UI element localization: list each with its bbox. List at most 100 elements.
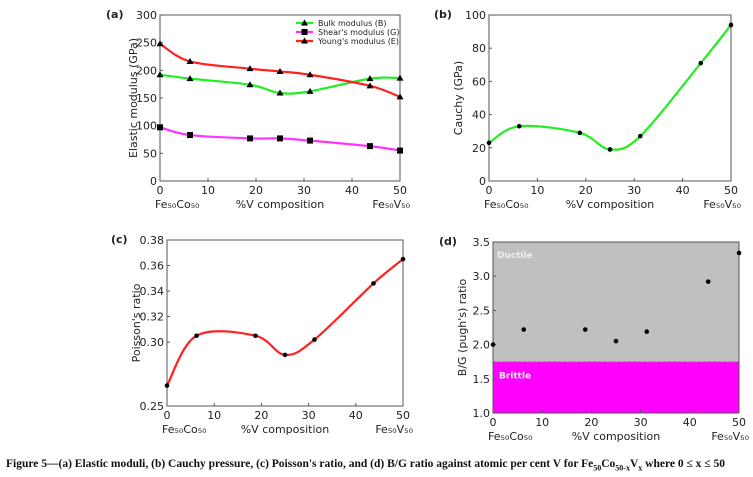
x-axis-label: %V composition [572,430,661,443]
data-point [246,65,254,72]
data-point [276,89,284,96]
y-axis-label: B/G (pugh's) ratio [456,279,469,377]
data-point [396,93,404,100]
y-tick-label: 0 [150,175,157,188]
data-point [157,124,163,131]
x-tick-label: 40 [345,184,359,197]
data-point [698,60,704,66]
y-tick-label: 2.0 [473,339,491,352]
y-tick-label: 200 [136,64,157,77]
x-tick-label: 20 [249,184,263,197]
x-end-label-right: Fe₅₀V₅₀ [375,423,413,436]
data-point [371,281,376,286]
x-tick-label: 40 [676,184,690,197]
x-tick-label: 0 [486,184,493,197]
x-end-label-left: Fe₅₀Co₅₀ [162,423,207,436]
x-end-label-left: Fe₅₀Co₅₀ [488,430,533,443]
panel-label: (d) [439,235,457,248]
legend-marker [301,19,308,26]
x-tick-label: 20 [584,416,598,429]
x-tick-label: 50 [724,184,738,197]
data-point [247,135,253,142]
data-point [186,57,194,64]
x-tick-label: 30 [627,184,641,197]
x-tick-label: 20 [254,409,268,422]
y-tick-label: 0.36 [140,260,165,273]
y-tick-label: 80 [472,42,486,55]
y-tick-label: 300 [136,9,157,22]
x-end-label-right: Fe₅₀V₅₀ [711,430,749,443]
data-point [637,133,643,139]
data-point [306,71,314,78]
series-line-c [166,258,404,387]
data-point [582,327,588,332]
data-point [400,256,406,262]
y-axis-label: Cauchy (GPa) [452,61,465,135]
data-point [307,137,313,144]
data-point [276,67,284,74]
y-tick-label: 100 [465,9,486,22]
series-line-b [488,24,732,151]
figure-caption: Figure 5—(a) Elastic moduli, (b) Cauchy … [6,458,725,472]
plot-frame [166,239,404,407]
y-tick-label: 50 [143,147,157,160]
data-point [312,337,317,342]
caption-text: V [629,458,639,470]
x-tick-label: 0 [157,184,164,197]
x-end-label-right: Fe₅₀V₅₀ [372,198,410,211]
y-tick-label: 0.34 [140,285,165,298]
x-tick-label: 30 [302,409,316,422]
y-tick-label: 3.5 [473,236,491,249]
x-tick-label: 40 [683,416,697,429]
x-axis-label: %V composition [241,423,330,436]
data-point [156,40,164,47]
data-point [277,135,283,142]
y-axis-label: Elastic modulus (GPa) [127,38,140,158]
data-point [186,75,194,82]
y-tick-label: 0.25 [140,400,165,413]
x-axis-label: %V composition [566,198,655,211]
x-end-label-left: Fe₅₀Co₅₀ [484,198,529,211]
chart-panel-b: 0 10 20 30 40 50 0 20 40 60 80 100 (b) %V composition… [434,8,742,211]
plot-frame [488,14,732,182]
x-tick-label: 50 [732,416,746,429]
x-axis-label: %V composition [236,198,325,211]
y-tick-label: 1.0 [473,407,491,420]
data-point [486,140,492,146]
x-end-label-left: Fe₅₀Co₅₀ [155,198,200,211]
y-tick-label: 0.38 [140,234,165,247]
data-point [490,342,496,347]
y-axis-label: Poisson's ratio [130,283,143,362]
data-point [521,327,527,332]
x-tick-label: 30 [634,416,648,429]
y-tick-label: 40 [472,109,486,122]
panel-label: (b) [434,8,452,21]
data-point [164,383,170,388]
chart-panel-c: 0 10 20 30 40 50 0.25 0.30 0.32 0.34 0.36 0.38 (c) %V… [111,233,414,436]
caption-sub: 50 [593,463,602,473]
region-label-ductile: Ductile [497,251,533,261]
data-point [607,147,613,152]
data-point [306,87,314,94]
data-point [366,75,374,82]
x-tick-label: 10 [207,409,221,422]
data-point [396,74,404,81]
x-tick-label: 0 [490,416,497,429]
region-label-brittle: Brittle [499,372,531,382]
data-point [156,71,164,78]
data-point [577,130,583,136]
panel-label: (c) [111,233,128,246]
caption-sub: x [638,463,643,473]
y-tick-label: 20 [472,142,486,155]
legend-entry: Young's modulus (E) [317,37,399,46]
data-point [644,329,650,334]
y-tick-label: 250 [136,37,157,50]
legend-entry: Bulk modulus (B) [318,19,387,28]
data-point [728,22,734,28]
y-tick-label: 0 [479,175,486,188]
caption-text: Co [601,458,616,470]
brittle-region [493,361,739,413]
caption-text: Figure 5—(a) Elastic moduli, (b) Cauchy … [6,458,594,470]
caption-text: where 0 ≤ x ≤ 50 [642,458,725,470]
